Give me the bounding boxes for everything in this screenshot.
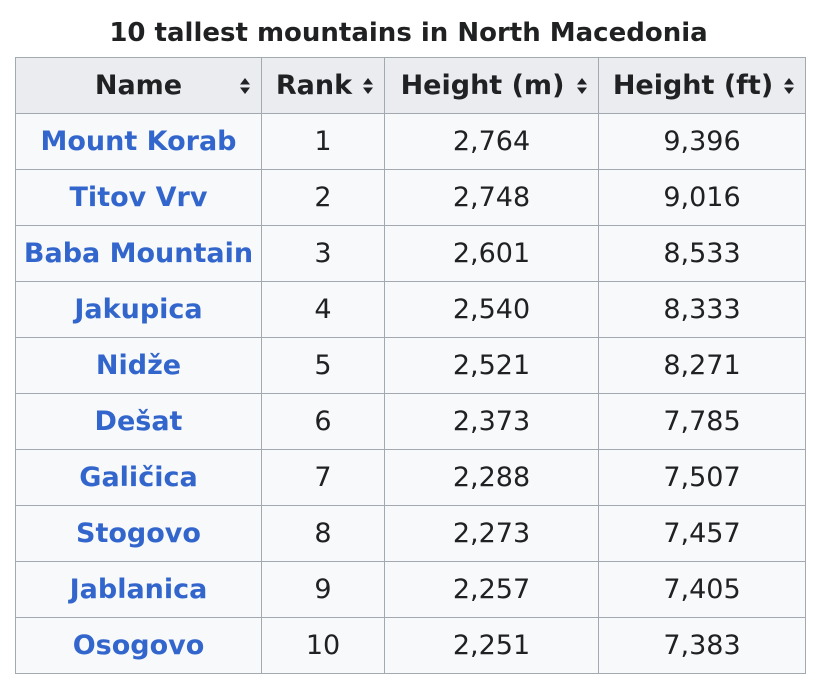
height-m-cell: 2,748 [384, 169, 599, 226]
height-m-cell: 2,521 [384, 337, 599, 394]
table-row: Nidže 5 2,521 8,271 [15, 337, 806, 394]
table-row: Dešat 6 2,373 7,785 [15, 393, 806, 450]
table-caption: 10 tallest mountains in North Macedonia [109, 18, 708, 48]
height-ft-cell: 9,016 [598, 169, 806, 226]
mountains-table: Name Rank Height (m) [15, 57, 806, 674]
mountain-link[interactable]: Stogovo [76, 518, 201, 549]
height-m-cell: 2,540 [384, 281, 599, 338]
mountain-link[interactable]: Nidže [95, 350, 182, 381]
rank-cell: 4 [261, 281, 385, 338]
rank-cell: 10 [261, 617, 385, 674]
rank-cell: 2 [261, 169, 385, 226]
rank-cell: 9 [261, 561, 385, 618]
mountain-link[interactable]: Osogovo [72, 630, 205, 661]
rank-cell: 7 [261, 449, 385, 506]
column-header-label: Height (m) [400, 70, 565, 101]
height-ft-cell: 7,405 [598, 561, 806, 618]
height-m-cell: 2,764 [384, 113, 599, 170]
mountain-link[interactable]: Baba Mountain [23, 238, 254, 269]
table-row: Jablanica 9 2,257 7,405 [15, 561, 806, 618]
mountain-link[interactable]: Dešat [94, 406, 183, 437]
mountain-name-cell: Baba Mountain [15, 225, 262, 282]
mountain-name-cell: Dešat [15, 393, 262, 450]
height-m-cell: 2,257 [384, 561, 599, 618]
mountain-link[interactable]: Galičica [79, 462, 198, 493]
mountain-link[interactable]: Titov Vrv [69, 182, 208, 213]
table-row: Osogovo 10 2,251 7,383 [15, 617, 806, 674]
table-row: Galičica 7 2,288 7,507 [15, 449, 806, 506]
mountain-name-cell: Galičica [15, 449, 262, 506]
table-row: Stogovo 8 2,273 7,457 [15, 505, 806, 562]
column-header-rank[interactable]: Rank [261, 57, 385, 114]
mountain-link[interactable]: Jablanica [69, 574, 208, 605]
mountain-name-cell: Jakupica [15, 281, 262, 338]
height-ft-cell: 7,457 [598, 505, 806, 562]
height-m-cell: 2,288 [384, 449, 599, 506]
height-ft-cell: 7,785 [598, 393, 806, 450]
sort-icon[interactable] [783, 77, 795, 95]
rank-cell: 5 [261, 337, 385, 394]
table-row: Jakupica 4 2,540 8,333 [15, 281, 806, 338]
mountain-name-cell: Osogovo [15, 617, 262, 674]
column-header-height-ft[interactable]: Height (ft) [598, 57, 806, 114]
sort-icon[interactable] [576, 77, 588, 95]
mountain-name-cell: Stogovo [15, 505, 262, 562]
height-m-cell: 2,273 [384, 505, 599, 562]
mountain-link[interactable]: Mount Korab [40, 126, 237, 157]
rank-cell: 6 [261, 393, 385, 450]
rank-cell: 1 [261, 113, 385, 170]
mountain-name-cell: Mount Korab [15, 113, 262, 170]
sort-icon[interactable] [239, 77, 251, 95]
column-header-label: Height (ft) [612, 70, 774, 101]
height-ft-cell: 8,533 [598, 225, 806, 282]
table-row: Titov Vrv 2 2,748 9,016 [15, 169, 806, 226]
table-row: Mount Korab 1 2,764 9,396 [15, 113, 806, 170]
height-ft-cell: 9,396 [598, 113, 806, 170]
height-ft-cell: 8,333 [598, 281, 806, 338]
column-header-label: Name [94, 70, 183, 101]
header-row: Name Rank Height (m) [15, 57, 806, 114]
height-m-cell: 2,601 [384, 225, 599, 282]
height-m-cell: 2,373 [384, 393, 599, 450]
rank-cell: 3 [261, 225, 385, 282]
column-header-name[interactable]: Name [15, 57, 262, 114]
height-ft-cell: 7,507 [598, 449, 806, 506]
mountain-name-cell: Titov Vrv [15, 169, 262, 226]
mountain-name-cell: Jablanica [15, 561, 262, 618]
column-header-label: Rank [275, 70, 353, 101]
sort-icon[interactable] [362, 77, 374, 95]
mountain-link[interactable]: Jakupica [74, 294, 203, 325]
rank-cell: 8 [261, 505, 385, 562]
height-ft-cell: 8,271 [598, 337, 806, 394]
table-row: Baba Mountain 3 2,601 8,533 [15, 225, 806, 282]
height-m-cell: 2,251 [384, 617, 599, 674]
mountain-name-cell: Nidže [15, 337, 262, 394]
column-header-height-m[interactable]: Height (m) [384, 57, 599, 114]
height-ft-cell: 7,383 [598, 617, 806, 674]
